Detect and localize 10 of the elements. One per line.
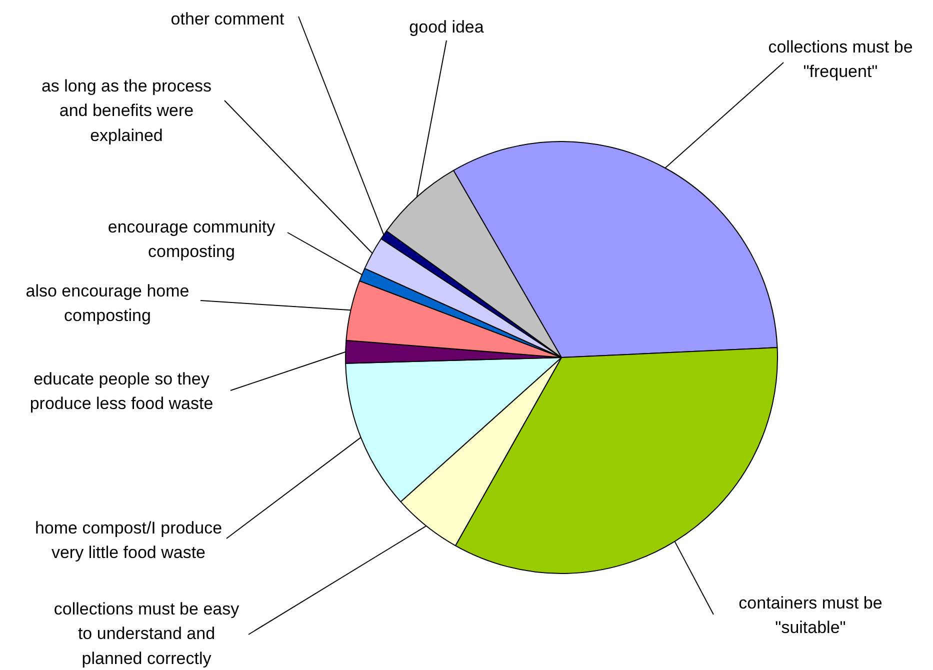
slice-label: home compost/I produce very little food waste (34, 518, 222, 562)
slice-label: collections must be easy to understand and planned correctly (54, 600, 240, 668)
slice-label: encourage community composting (108, 218, 276, 262)
slice-label: containers must be "suitable" (738, 594, 882, 638)
slice-label: collections must be "frequent" (768, 38, 913, 82)
slice-label: educate people so they produce less food waste (30, 370, 214, 414)
slice-label: other comment (170, 10, 284, 28)
slice-label: good idea (409, 18, 484, 36)
slice-label: also encourage home composting (26, 282, 190, 326)
slice-label: as long as the process and benefits were explained (41, 76, 212, 145)
